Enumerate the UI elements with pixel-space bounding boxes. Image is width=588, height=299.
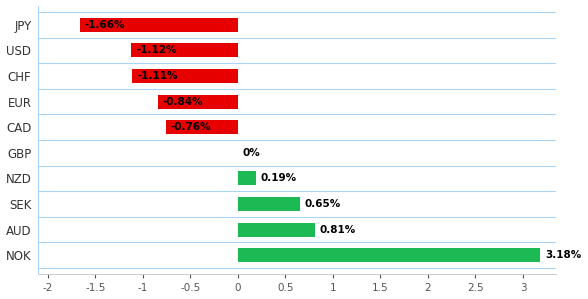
Bar [132,69,238,83]
Text: -1.66%: -1.66% [85,20,125,30]
Text: 0.65%: 0.65% [305,199,340,209]
Text: 0.81%: 0.81% [320,225,356,234]
Text: 0.19%: 0.19% [260,173,297,183]
Bar [166,120,238,134]
Text: -0.84%: -0.84% [163,97,203,107]
Text: -0.76%: -0.76% [171,122,211,132]
Bar [132,43,238,57]
Bar [158,94,238,109]
Bar [238,197,300,211]
Bar [238,248,540,262]
Text: 3.18%: 3.18% [545,250,581,260]
Bar [80,18,238,32]
Text: -1.11%: -1.11% [137,71,178,81]
Text: 0%: 0% [243,148,260,158]
Bar [238,222,315,237]
Text: -1.12%: -1.12% [136,45,177,55]
Bar [238,171,256,185]
